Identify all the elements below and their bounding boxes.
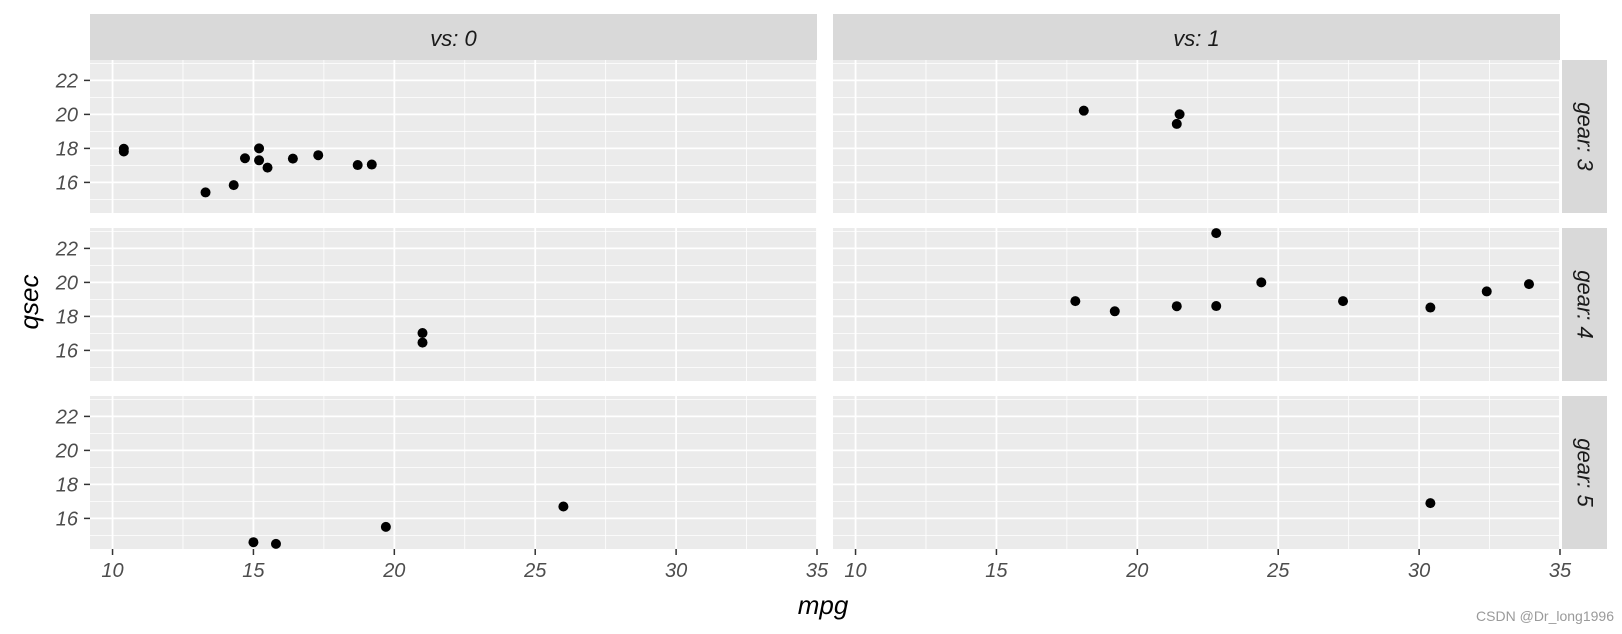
- y-tick-label: 22: [55, 406, 78, 428]
- row-strip-label: gear: 5: [1573, 438, 1598, 507]
- panel-background: [833, 60, 1560, 213]
- x-axis-title: mpg: [798, 590, 849, 620]
- data-point: [287, 153, 298, 164]
- column-strip-label: vs: 0: [430, 26, 477, 51]
- data-point: [1109, 306, 1120, 317]
- data-point: [558, 501, 569, 512]
- data-point: [200, 187, 211, 198]
- y-tick-label: 20: [55, 104, 78, 126]
- data-point: [352, 160, 363, 171]
- row-strip: [1562, 396, 1607, 549]
- data-point: [1338, 296, 1349, 307]
- y-tick-label: 20: [55, 272, 78, 294]
- x-tick-label: 15: [242, 560, 265, 582]
- panel-background: [90, 60, 817, 213]
- data-point: [1211, 301, 1222, 312]
- data-point: [1481, 286, 1492, 297]
- column-strip-label: vs: 1: [1173, 26, 1219, 51]
- data-point: [1171, 301, 1182, 312]
- data-point: [270, 538, 281, 549]
- data-point: [1425, 302, 1436, 313]
- data-point: [1174, 109, 1185, 120]
- x-tick-label: 10: [101, 560, 123, 582]
- data-point: [1171, 118, 1182, 129]
- data-point: [262, 162, 273, 173]
- axes-layer: 16 18 20 22 16 18 20 22 16 18 20 22 10 15 20 25 30 35 10 15…: [55, 70, 1572, 582]
- grid-layer: [90, 60, 1561, 549]
- y-tick-label: 16: [56, 172, 79, 194]
- y-tick-label: 16: [56, 340, 79, 362]
- data-point: [417, 328, 428, 339]
- data-point: [1524, 279, 1535, 290]
- column-strip: [833, 14, 1560, 60]
- data-point: [417, 337, 428, 348]
- x-tick-label: 35: [1549, 560, 1572, 582]
- data-point: [1256, 277, 1267, 288]
- y-tick-label: 22: [55, 70, 78, 92]
- x-tick-label: 20: [382, 560, 405, 582]
- y-tick-label: 18: [56, 306, 78, 328]
- data-point: [254, 155, 265, 166]
- data-point: [1211, 228, 1222, 239]
- row-strip: [1562, 228, 1607, 381]
- points-layer: [118, 105, 1535, 549]
- y-tick-label: 16: [56, 508, 79, 530]
- data-point: [1425, 498, 1436, 509]
- y-tick-label: 22: [55, 238, 78, 260]
- x-tick-label: 30: [665, 560, 687, 582]
- y-axis-title: qsec: [14, 275, 44, 330]
- x-tick-label: 15: [985, 560, 1008, 582]
- y-tick-label: 18: [56, 474, 78, 496]
- data-point: [118, 146, 129, 157]
- data-point: [1078, 105, 1089, 116]
- data-point: [313, 150, 324, 161]
- x-tick-label: 30: [1408, 560, 1430, 582]
- data-point: [380, 521, 391, 532]
- y-tick-label: 18: [56, 138, 78, 160]
- row-strip-label: gear: 3: [1573, 102, 1598, 171]
- data-point: [228, 180, 239, 191]
- panel-background: [833, 396, 1560, 549]
- row-strip: [1562, 60, 1607, 213]
- panel-background: [90, 228, 817, 381]
- x-tick-label: 25: [1266, 560, 1290, 582]
- x-tick-label: 35: [806, 560, 829, 582]
- data-point: [254, 143, 265, 154]
- x-tick-label: 10: [844, 560, 866, 582]
- strip-layer: vs: 0 vs: 1 gear: 3 gear: 4 gear: 5: [90, 14, 1607, 549]
- data-point: [1070, 296, 1081, 307]
- data-point: [239, 153, 250, 164]
- panel-background: [90, 396, 817, 549]
- x-tick-label: 20: [1125, 560, 1148, 582]
- data-point: [248, 537, 259, 548]
- watermark: CSDN @Dr_long1996: [1476, 608, 1614, 624]
- data-point: [366, 159, 377, 170]
- y-tick-label: 20: [55, 440, 78, 462]
- column-strip: [90, 14, 817, 60]
- x-tick-label: 25: [523, 560, 547, 582]
- panel-background: [833, 228, 1560, 381]
- row-strip-label: gear: 4: [1573, 270, 1598, 339]
